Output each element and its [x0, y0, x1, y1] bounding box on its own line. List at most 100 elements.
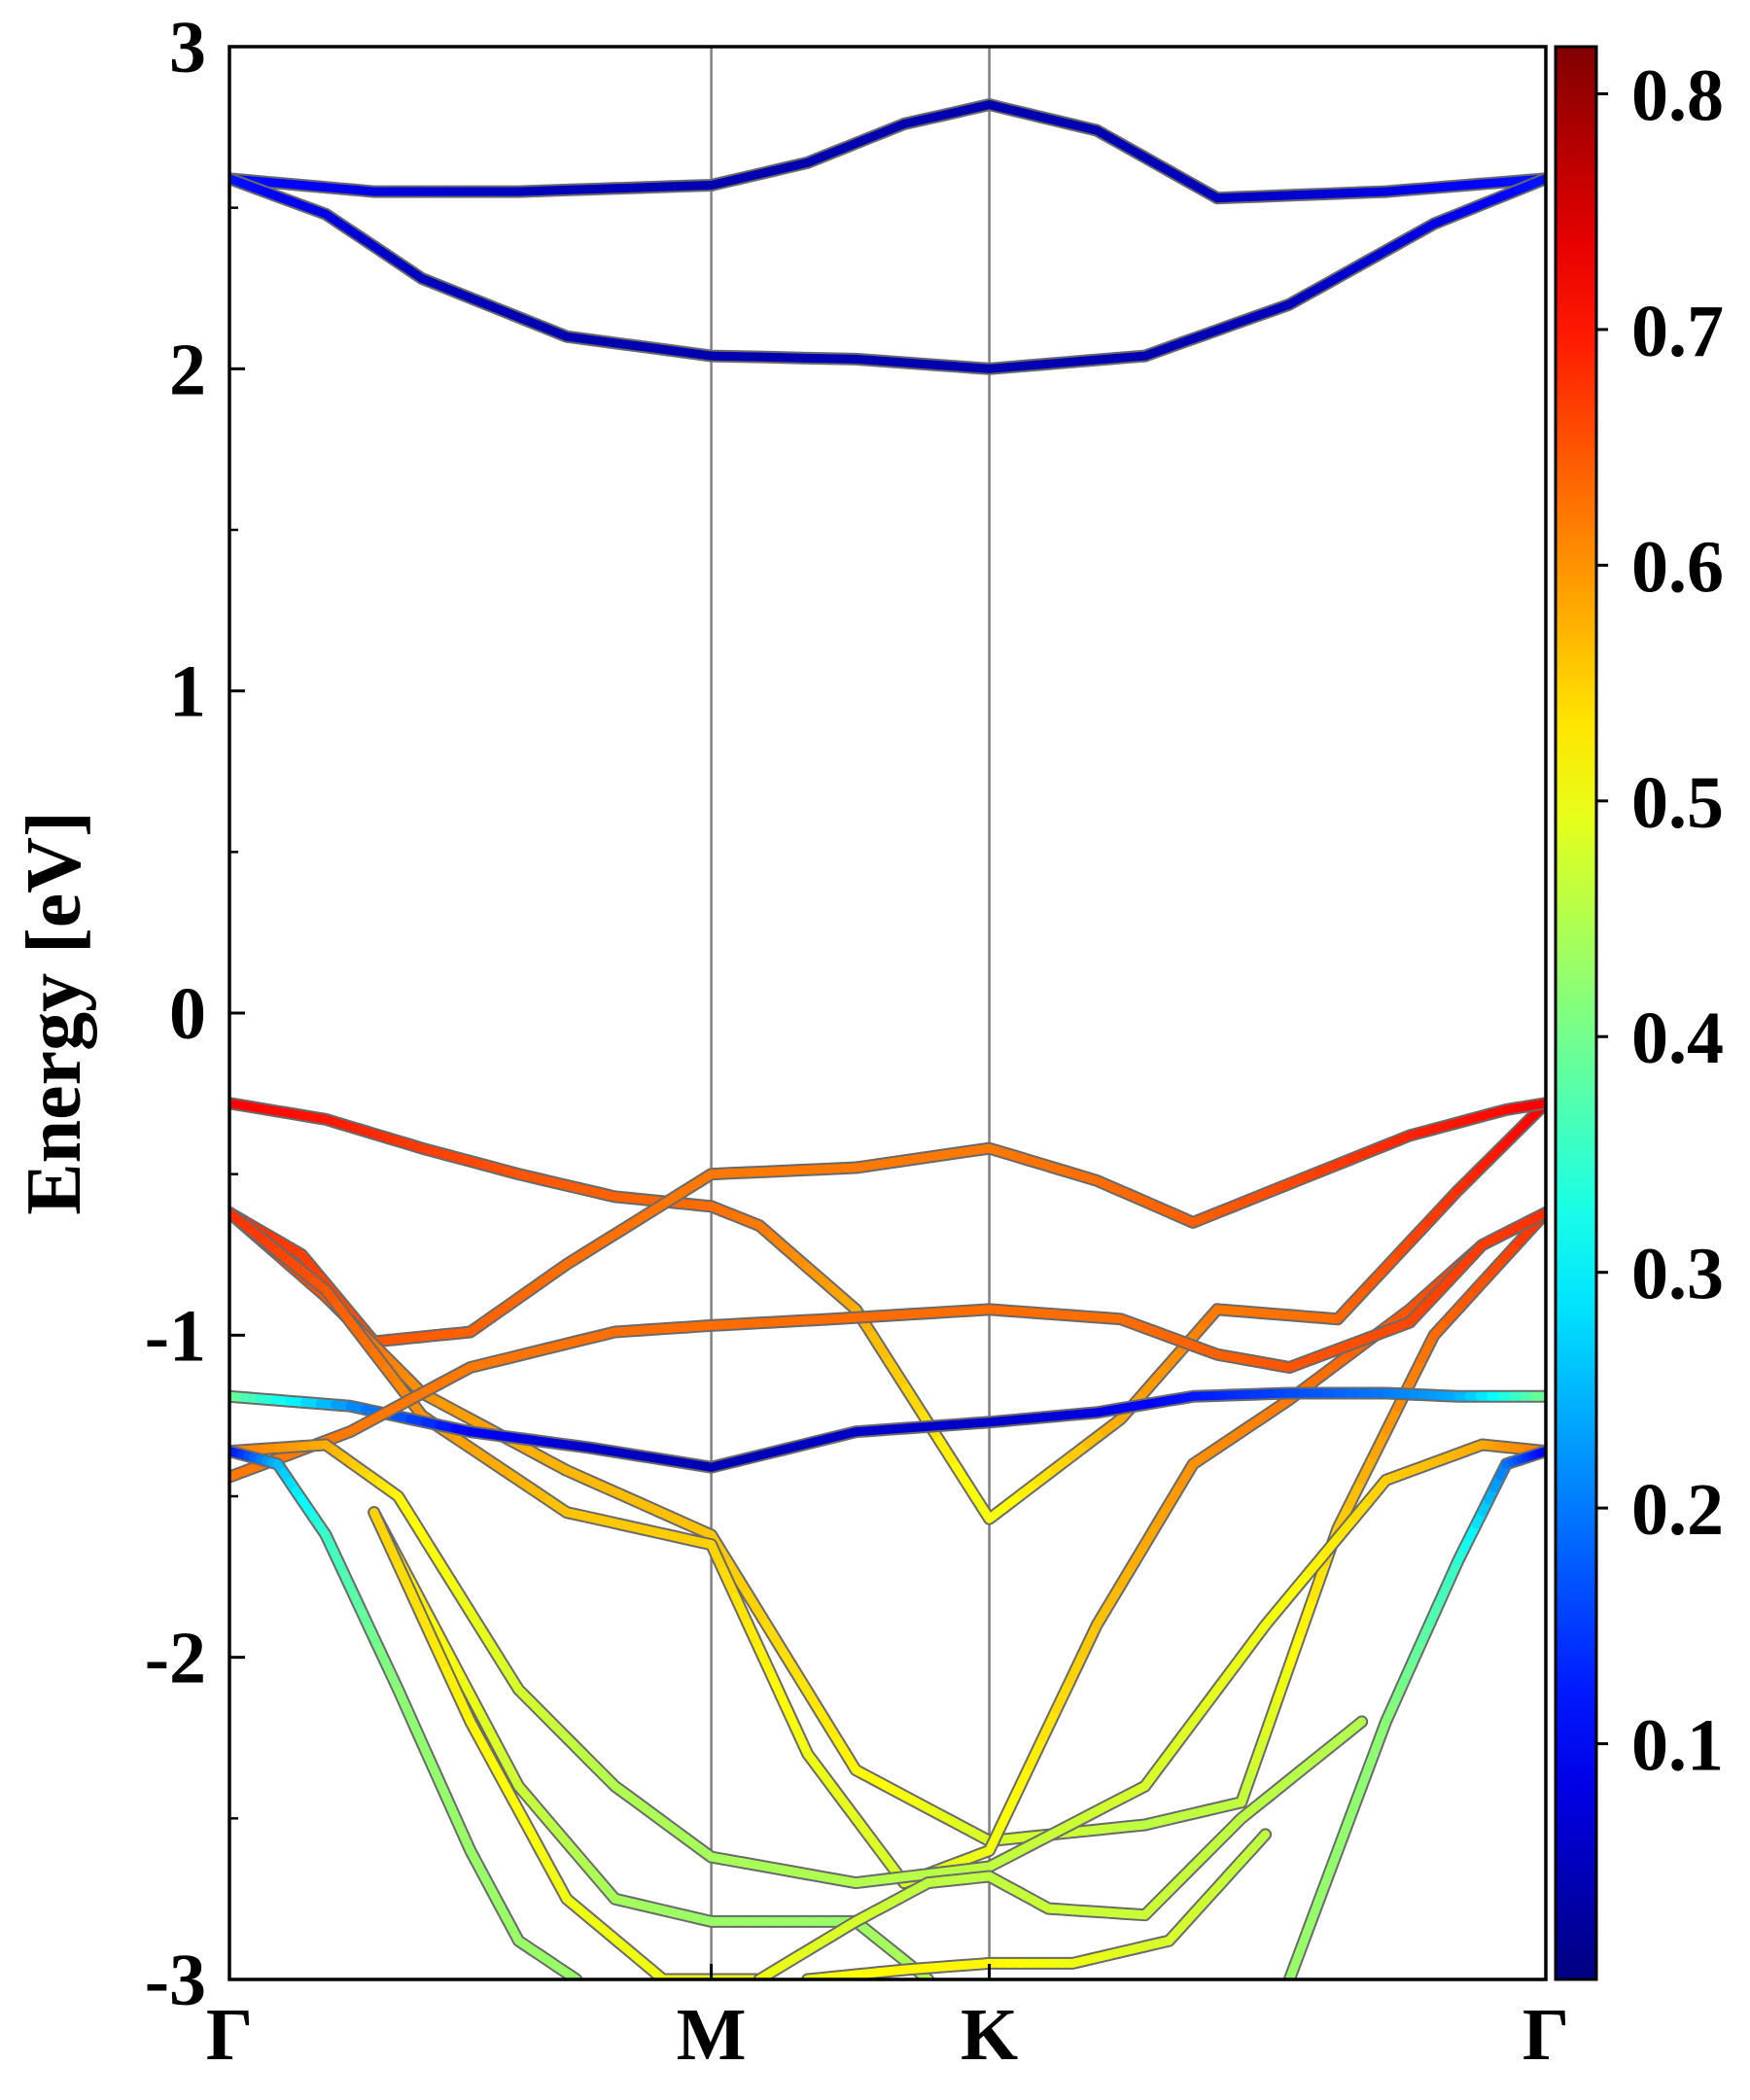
- colorbar-tick-label: 0.1: [1631, 1705, 1724, 1787]
- band-segment: [707, 1540, 728, 1576]
- band-segment: [469, 1612, 493, 1646]
- band-6: [229, 1386, 1546, 1474]
- band-segment: [1309, 1558, 1330, 1601]
- plot-frame: [228, 45, 1548, 1981]
- band-segment: [724, 1559, 752, 1598]
- band-outline: [229, 98, 1546, 205]
- k-point-label: M: [677, 1994, 747, 2076]
- band-segment: [951, 1461, 977, 1497]
- band-segment: [1284, 1942, 1307, 1979]
- band-segment: [790, 1723, 813, 1759]
- band-1: [229, 172, 1546, 375]
- colorbar-tick-label: 0.8: [1631, 54, 1724, 136]
- band-segment: [1038, 1705, 1062, 1742]
- band-segment: [1284, 1627, 1307, 1670]
- band-segment: [1309, 1878, 1330, 1920]
- band-13: [752, 1715, 1369, 1979]
- band-segment: [985, 1818, 1007, 1855]
- band-segment: [1248, 1830, 1271, 1853]
- band-10: [1282, 1445, 1546, 1979]
- band-segment: [1025, 1733, 1048, 1770]
- band-segment: [797, 1677, 824, 1716]
- colorbar-tick-label: 0.5: [1631, 762, 1724, 844]
- band-segment: [1418, 1330, 1439, 1364]
- colorbar-tick-label: 0.4: [1631, 998, 1724, 1079]
- band-segment: [477, 1713, 506, 1757]
- band-segment: [868, 1331, 894, 1367]
- band-segment: [1357, 1452, 1379, 1485]
- band-segment: [1527, 174, 1546, 190]
- band-segment: [934, 1435, 961, 1471]
- y-tick-label: -2: [145, 1618, 206, 1699]
- colorbar-tick-label: 0.6: [1631, 526, 1724, 608]
- band-segment: [730, 1592, 752, 1628]
- band-segment: [1369, 1427, 1390, 1461]
- band-segment: [1273, 1661, 1294, 1704]
- y-tick-label: -1: [145, 1295, 206, 1377]
- bands: [229, 98, 1546, 1979]
- y-tick-label: 0: [169, 973, 206, 1055]
- y-tick-label: -3: [145, 1940, 206, 2021]
- band-7: [229, 1206, 1546, 1484]
- band-segment: [1078, 1621, 1102, 1658]
- y-axis-label: Energy [eV]: [12, 811, 97, 1214]
- band-segment: [1237, 1764, 1258, 1807]
- band-segment: [430, 1638, 451, 1674]
- band-segment: [779, 1648, 806, 1687]
- band-segment: [998, 1790, 1021, 1827]
- band-segment: [1382, 1403, 1403, 1437]
- band-segment: [496, 1747, 523, 1791]
- band-2: [229, 1097, 1546, 1525]
- band-segment: [483, 1636, 508, 1670]
- band-segment: [441, 1664, 463, 1700]
- band-segment: [394, 1559, 415, 1595]
- band-segment: [381, 1534, 402, 1569]
- band-segment: [779, 1697, 800, 1732]
- band-segment: [441, 1644, 470, 1689]
- colorbar-gradient: [1556, 47, 1596, 1979]
- band-segment: [423, 1540, 448, 1573]
- band-segment: [767, 1670, 788, 1706]
- band-segment: [499, 1661, 523, 1695]
- band-segment: [1345, 1781, 1367, 1823]
- band-segment: [815, 1706, 843, 1745]
- band-outline: [229, 1445, 583, 1979]
- band-segment: [394, 1491, 418, 1525]
- colorbar-tick-label: 0.7: [1631, 291, 1724, 372]
- y-tick-label: 2: [169, 329, 206, 410]
- band-segment: [408, 1516, 433, 1550]
- colorbar-tick-label: 0.2: [1631, 1469, 1724, 1551]
- y-tick-label: 3: [169, 7, 206, 88]
- band-segment: [901, 1383, 928, 1418]
- band-segment: [967, 1488, 995, 1523]
- band-segment: [1405, 1354, 1427, 1388]
- band-segment: [1321, 1846, 1343, 1888]
- k-point-label: K: [961, 1994, 1018, 2076]
- band-segment: [453, 1691, 475, 1727]
- band-12: [368, 1506, 766, 1979]
- band-9: [229, 1445, 583, 1979]
- band-segment: [1333, 1813, 1354, 1855]
- band-8: [229, 1438, 1546, 1890]
- band-segment: [1369, 1717, 1390, 1759]
- band-segment: [438, 1564, 463, 1597]
- band-segment: [1333, 1499, 1354, 1533]
- band-segment: [743, 1619, 764, 1654]
- band-segment: [754, 1644, 777, 1680]
- band-segment: [1066, 1649, 1088, 1686]
- band-segment: [743, 1589, 770, 1628]
- band-segment: [369, 1508, 391, 1543]
- band-segment: [460, 1679, 487, 1723]
- y-tick-label: 1: [169, 651, 206, 733]
- band-segment: [833, 1735, 860, 1775]
- band-segment: [1297, 1592, 1318, 1636]
- band-segment: [417, 1612, 439, 1648]
- band-segment: [760, 1619, 788, 1658]
- band-segment: [405, 1586, 427, 1622]
- band-segment: [1357, 1749, 1379, 1791]
- band-segment: [885, 1357, 911, 1393]
- band-segment: [1052, 1677, 1074, 1714]
- band-segment: [1011, 1762, 1034, 1799]
- band-segment: [423, 1610, 451, 1654]
